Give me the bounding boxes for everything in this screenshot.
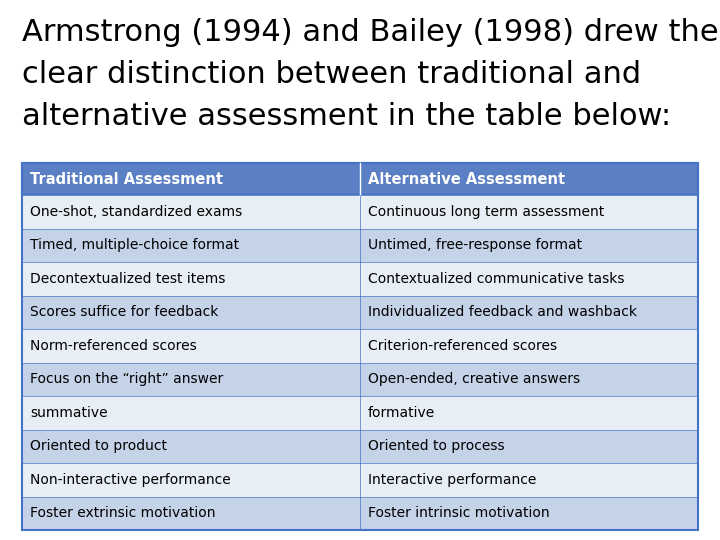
Bar [22, 195, 698, 228]
Text: clear distinction between traditional and: clear distinction between traditional an… [22, 60, 641, 89]
Bar [22, 163, 698, 195]
Text: formative: formative [368, 406, 436, 420]
Text: Timed, multiple-choice format: Timed, multiple-choice format [30, 238, 239, 252]
Text: summative: summative [30, 406, 107, 420]
Text: Untimed, free-response format: Untimed, free-response format [368, 238, 582, 252]
Bar [22, 396, 698, 429]
Text: Traditional Assessment: Traditional Assessment [30, 172, 223, 186]
Text: Alternative Assessment: Alternative Assessment [368, 172, 565, 186]
Bar [22, 429, 698, 463]
Text: Foster extrinsic motivation: Foster extrinsic motivation [30, 507, 215, 520]
Bar [22, 496, 698, 530]
Text: Oriented to process: Oriented to process [368, 439, 505, 453]
Text: One-shot, standardized exams: One-shot, standardized exams [30, 205, 242, 219]
Bar [22, 262, 698, 295]
Text: Armstrong (1994) and Bailey (1998) drew the: Armstrong (1994) and Bailey (1998) drew … [22, 18, 719, 47]
Bar [22, 228, 698, 262]
Bar [22, 163, 698, 530]
Text: Focus on the “right” answer: Focus on the “right” answer [30, 372, 223, 386]
Text: Contextualized communicative tasks: Contextualized communicative tasks [368, 272, 624, 286]
Text: Decontextualized test items: Decontextualized test items [30, 272, 225, 286]
Text: Scores suffice for feedback: Scores suffice for feedback [30, 305, 218, 319]
Text: Norm-referenced scores: Norm-referenced scores [30, 339, 197, 353]
Text: Foster intrinsic motivation: Foster intrinsic motivation [368, 507, 549, 520]
Text: Interactive performance: Interactive performance [368, 472, 536, 487]
Bar [22, 463, 698, 496]
Bar [22, 295, 698, 329]
Text: Individualized feedback and washback: Individualized feedback and washback [368, 305, 637, 319]
Text: Non-interactive performance: Non-interactive performance [30, 472, 230, 487]
Text: Continuous long term assessment: Continuous long term assessment [368, 205, 604, 219]
Text: Open-ended, creative answers: Open-ended, creative answers [368, 372, 580, 386]
Bar [22, 329, 698, 362]
Bar [22, 362, 698, 396]
Text: Oriented to product: Oriented to product [30, 439, 167, 453]
Text: Criterion-referenced scores: Criterion-referenced scores [368, 339, 557, 353]
Text: alternative assessment in the table below:: alternative assessment in the table belo… [22, 102, 671, 131]
